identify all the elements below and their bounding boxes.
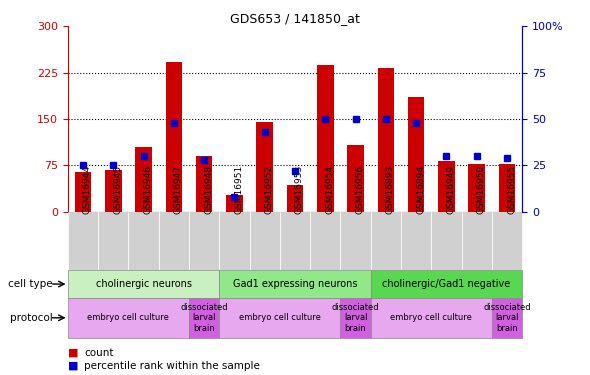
Bar	[98, 212, 129, 270]
Bar	[287, 185, 303, 212]
Text: dissociated
larval
brain: dissociated larval brain	[483, 303, 531, 333]
Bar	[196, 156, 212, 212]
Bar	[219, 270, 371, 298]
Bar	[280, 212, 310, 270]
Bar	[166, 62, 182, 212]
Bar	[68, 270, 219, 298]
Text: GSM16956: GSM16956	[356, 164, 365, 214]
Text: embryo cell culture: embryo cell culture	[87, 314, 169, 322]
Text: embryo cell culture: embryo cell culture	[391, 314, 472, 322]
Bar	[159, 212, 189, 270]
Bar	[461, 212, 492, 270]
Bar	[492, 212, 522, 270]
Bar	[378, 68, 394, 212]
Text: cholinergic/Gad1 negative: cholinergic/Gad1 negative	[382, 279, 510, 289]
Text: protocol: protocol	[10, 313, 53, 323]
Text: GSM16946: GSM16946	[143, 165, 153, 214]
Bar	[371, 270, 522, 298]
Title: GDS653 / 141850_at: GDS653 / 141850_at	[230, 12, 360, 25]
Bar	[189, 212, 219, 270]
Bar	[226, 195, 242, 212]
Text: count: count	[84, 348, 114, 357]
Bar	[250, 212, 280, 270]
Text: ■: ■	[68, 348, 78, 357]
Bar	[408, 98, 424, 212]
Bar	[340, 212, 371, 270]
Text: GSM16950: GSM16950	[477, 164, 486, 214]
Bar	[219, 212, 250, 270]
Text: cholinergic neurons: cholinergic neurons	[96, 279, 192, 289]
Bar	[371, 298, 492, 338]
Bar	[75, 172, 91, 212]
Bar	[401, 212, 431, 270]
Bar	[468, 164, 485, 212]
Text: dissociated
larval
brain: dissociated larval brain	[181, 303, 228, 333]
Bar	[135, 147, 152, 212]
Bar	[499, 164, 515, 212]
Text: GSM16952: GSM16952	[265, 165, 274, 214]
Text: dissociated
larval
brain: dissociated larval brain	[332, 303, 379, 333]
Text: GSM16955: GSM16955	[507, 164, 516, 214]
Text: GSM16953: GSM16953	[295, 164, 304, 214]
Bar	[438, 161, 455, 212]
Bar	[189, 298, 219, 338]
Text: GSM16951: GSM16951	[234, 164, 244, 214]
Text: percentile rank within the sample: percentile rank within the sample	[84, 361, 260, 370]
Text: embryo cell culture: embryo cell culture	[239, 314, 321, 322]
Bar	[492, 298, 522, 338]
Bar	[371, 212, 401, 270]
Text: GSM16947: GSM16947	[174, 165, 183, 214]
Text: GSM16944: GSM16944	[83, 165, 92, 214]
Bar	[68, 298, 189, 338]
Bar	[129, 212, 159, 270]
Bar	[105, 170, 122, 212]
Text: GSM16949: GSM16949	[447, 165, 455, 214]
Bar	[348, 145, 364, 212]
Text: GSM16954: GSM16954	[325, 165, 335, 214]
Bar	[68, 212, 98, 270]
Text: cell type: cell type	[8, 279, 53, 289]
Text: GSM16893: GSM16893	[386, 164, 395, 214]
Text: GSM16945: GSM16945	[113, 165, 122, 214]
Text: ■: ■	[68, 361, 78, 370]
Bar	[310, 212, 340, 270]
Text: GSM16948: GSM16948	[204, 165, 213, 214]
Bar	[219, 298, 340, 338]
Bar	[317, 64, 333, 212]
Bar	[431, 212, 461, 270]
Text: Gad1 expressing neurons: Gad1 expressing neurons	[232, 279, 358, 289]
Bar	[257, 122, 273, 212]
Text: GSM16894: GSM16894	[416, 165, 425, 214]
Bar	[340, 298, 371, 338]
